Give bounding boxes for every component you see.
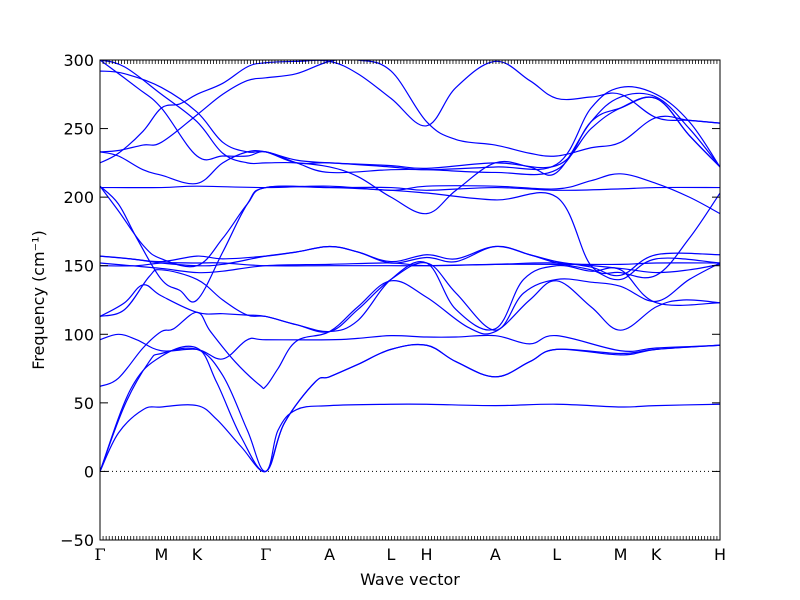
x-tick-label-gamma: Γ xyxy=(260,545,271,564)
phonon-branch-4 xyxy=(100,280,720,390)
x-tick-label-l: L xyxy=(552,545,561,564)
y-tick-label: 300 xyxy=(63,51,94,70)
phonon-branch-6 xyxy=(100,261,720,333)
phonon-branch-13 xyxy=(100,185,720,303)
phonon-branch-5 xyxy=(100,333,720,360)
y-tick-label: 200 xyxy=(63,188,94,207)
x-tick-label-gamma: Γ xyxy=(94,545,105,564)
x-tick-label-a: A xyxy=(490,545,501,564)
phonon-branch-14 xyxy=(100,173,720,215)
y-tick-label: 0 xyxy=(84,462,94,481)
y-tick-label: −50 xyxy=(60,531,94,550)
y-tick-label: 100 xyxy=(63,325,94,344)
phonon-branch-19 xyxy=(100,60,720,215)
x-tick-label-k: K xyxy=(651,545,662,564)
phonon-branch-16 xyxy=(100,60,720,157)
phonon-branch-12 xyxy=(100,185,720,268)
phonon-branch-20 xyxy=(100,60,720,176)
y-axis-label: Frequency (cm⁻¹) xyxy=(29,230,48,369)
phonon-branch-3 xyxy=(100,343,720,473)
phonon-branch-7 xyxy=(100,262,720,333)
phonon-branch-15 xyxy=(100,60,720,164)
y-tick-label: 50 xyxy=(74,394,94,413)
plot-frame xyxy=(99,59,721,541)
phonon-branch-2 xyxy=(100,343,720,473)
phonon-branch-10 xyxy=(100,245,720,277)
plot-area xyxy=(99,59,721,541)
x-tick-label-h: H xyxy=(714,545,726,564)
x-tick-label-h: H xyxy=(421,545,433,564)
x-tick-label-a: A xyxy=(324,545,335,564)
y-tick-label: 150 xyxy=(63,257,94,276)
x-tick-label-m: M xyxy=(154,545,168,564)
phonon-branch-17 xyxy=(100,96,720,185)
x-tick-label-k: K xyxy=(192,545,203,564)
y-axis-ticks: −50 0 50 100 150 200 250 300 xyxy=(60,51,720,550)
x-tick-label-m: M xyxy=(614,545,628,564)
y-tick-label: 250 xyxy=(63,120,94,139)
phonon-branch-1 xyxy=(100,403,720,473)
x-axis-label: Wave vector xyxy=(360,570,460,589)
phonon-branch-18 xyxy=(100,70,720,171)
x-tick-label-l: L xyxy=(387,545,396,564)
